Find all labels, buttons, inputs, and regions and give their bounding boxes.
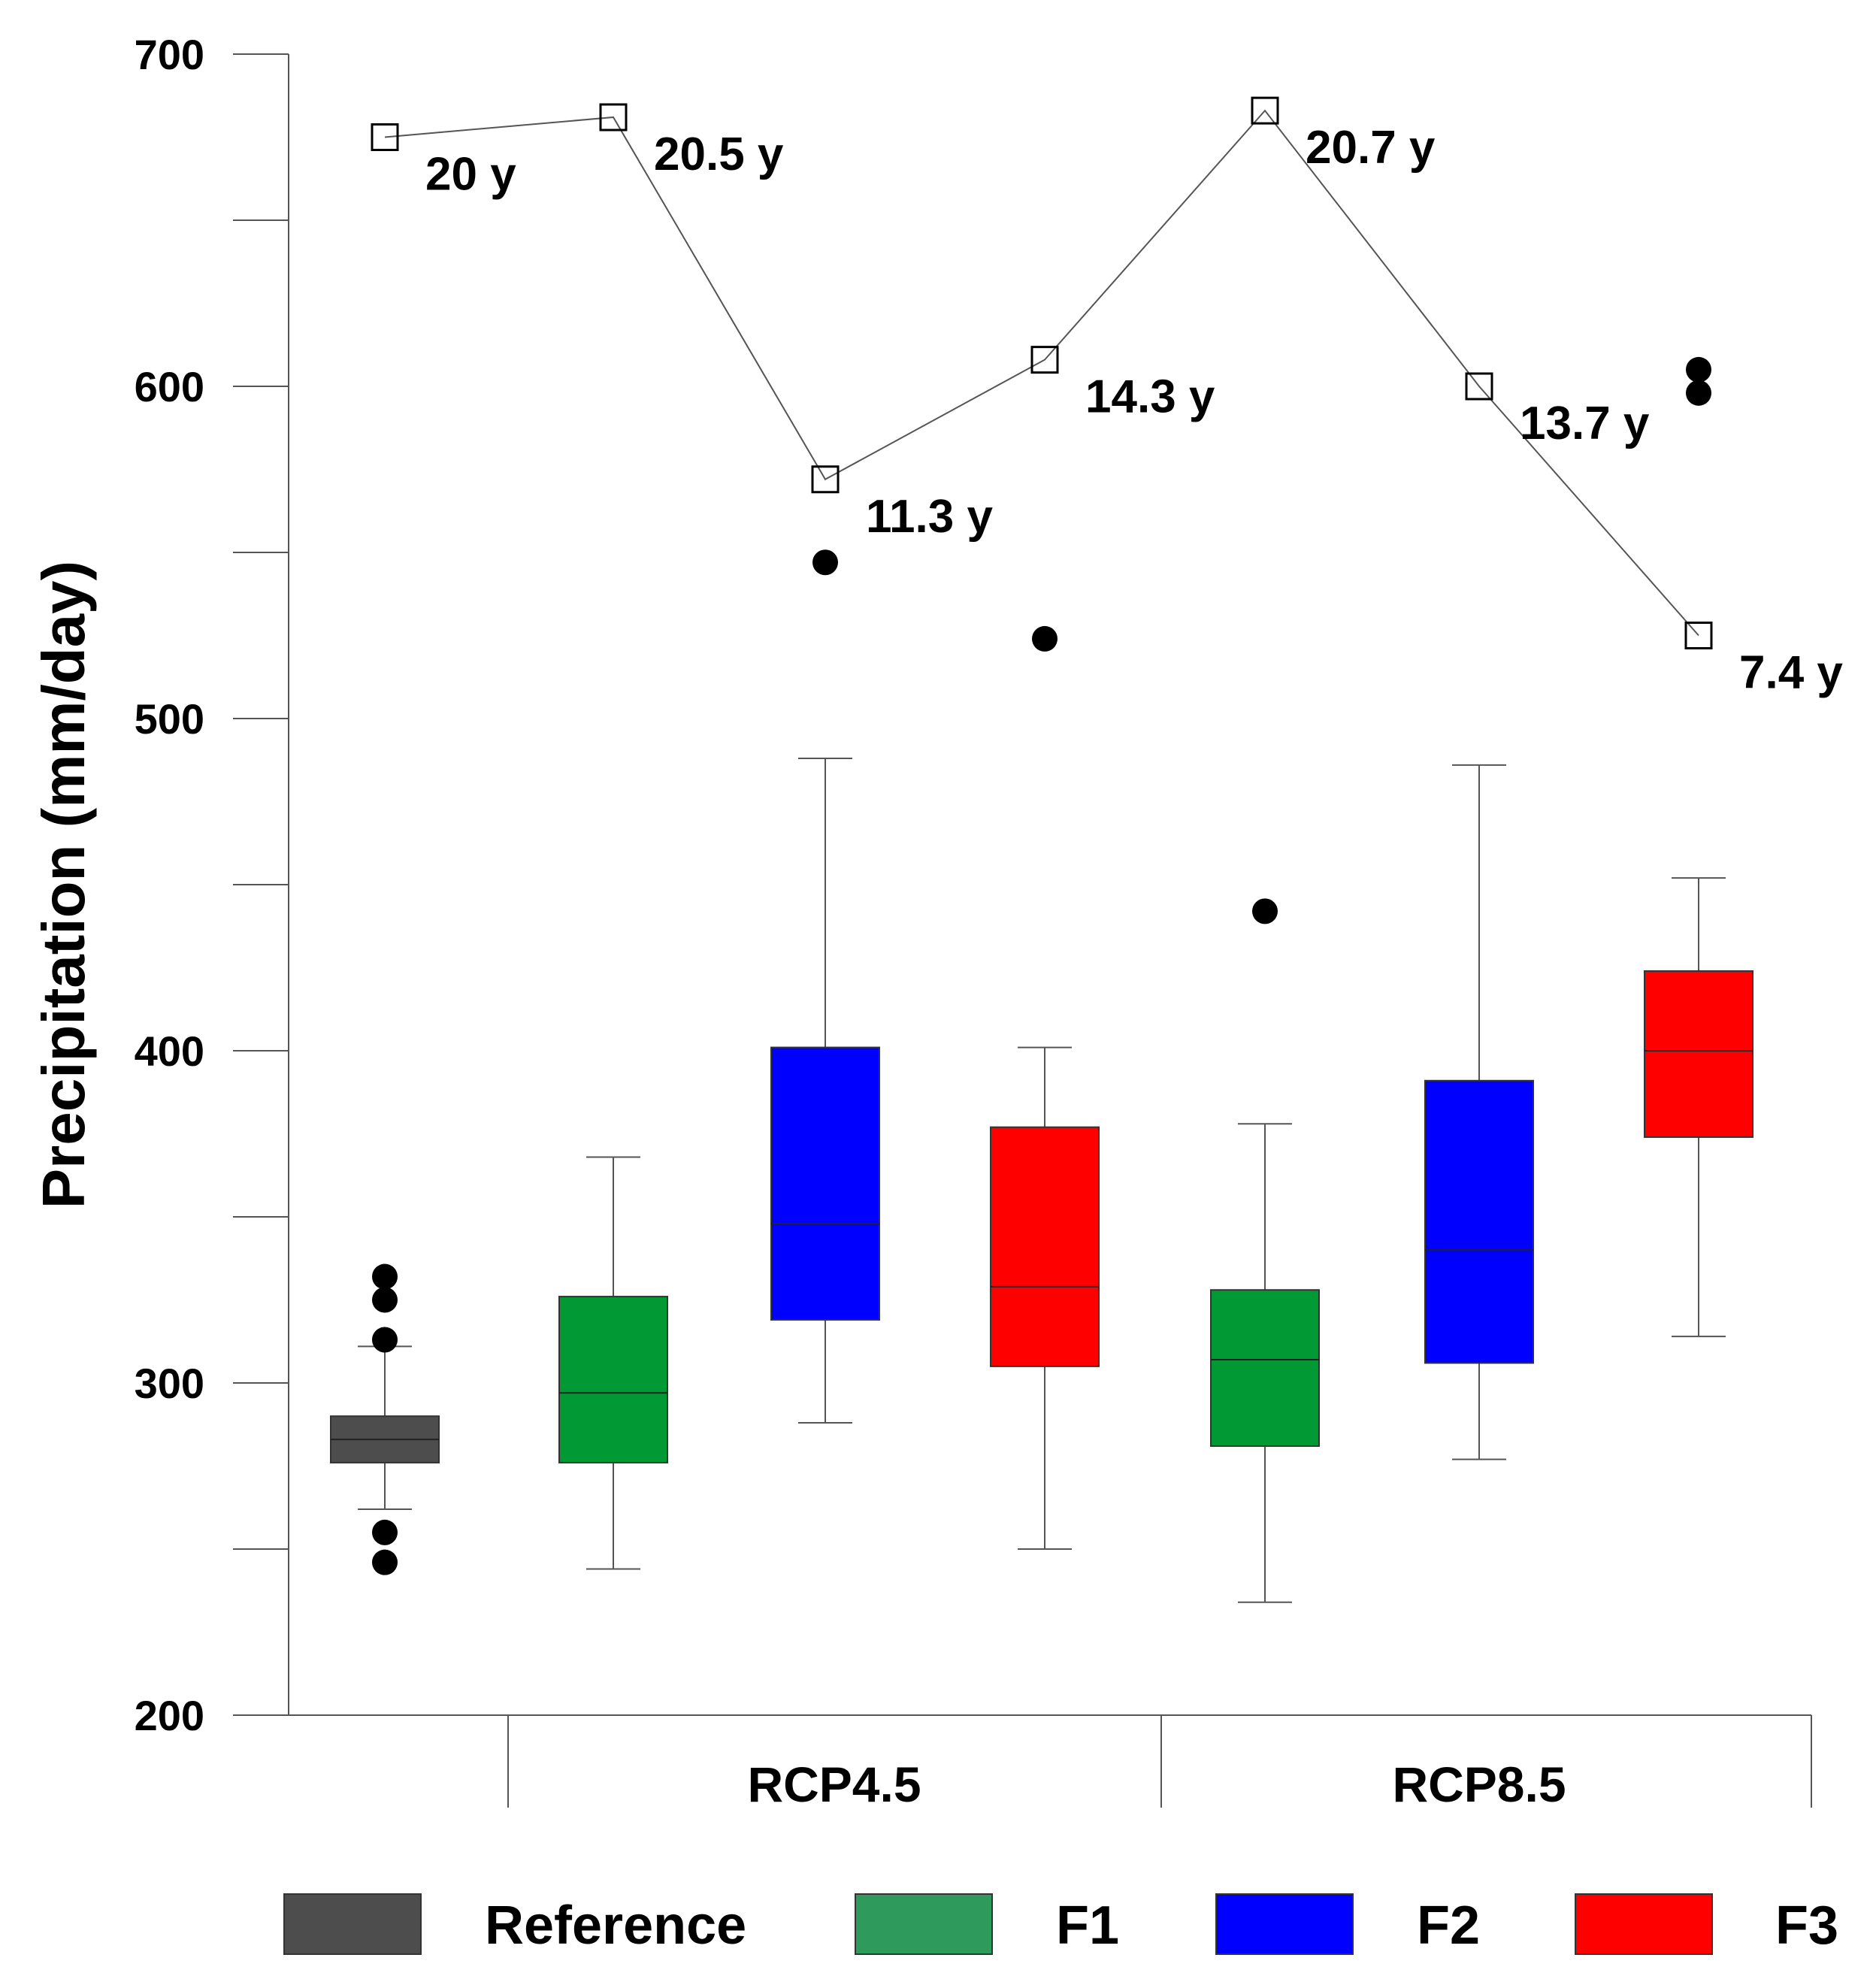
return-period-line <box>384 109 1699 637</box>
box-rcp45-f3 <box>990 625 1100 1550</box>
legend-swatch <box>1215 1893 1354 1955</box>
legend-swatch <box>1575 1893 1713 1955</box>
legend-label: F3 <box>1775 1896 1838 1956</box>
legend-label: F2 <box>1417 1896 1480 1956</box>
y-tick-label: 700 <box>135 31 204 78</box>
return-period-label: 13.7 y <box>1520 398 1650 449</box>
return-period-marker <box>599 103 628 132</box>
boxes <box>330 356 1753 1603</box>
outlier-point <box>372 1519 398 1545</box>
legend-label: F1 <box>1056 1896 1119 1956</box>
legend-swatch <box>855 1893 993 1955</box>
box-body <box>1424 1079 1534 1364</box>
return-period-series: 20 y 20.5 y 11.3 y 14.3 y 20.7 y 13.7 y 7.4 y <box>371 96 1843 699</box>
group-axis: RCP4.5 RCP8.5 <box>507 1715 1812 1812</box>
legend-item-f2: F2 <box>1215 1893 1480 1956</box>
return-period-marker <box>1030 346 1059 374</box>
legend-swatch <box>283 1893 422 1955</box>
box-rcp45-f1 <box>558 1156 668 1570</box>
outlier-point <box>1252 898 1278 924</box>
outlier-point <box>372 1287 398 1313</box>
box-body <box>990 1126 1100 1367</box>
return-period-label: 20.7 y <box>1306 122 1436 174</box>
return-period-marker <box>1251 96 1279 125</box>
return-period-label: 7.4 y <box>1739 647 1843 699</box>
return-period-label: 20 y <box>425 149 516 201</box>
legend-item-f3: F3 <box>1575 1893 1838 1956</box>
y-tick-label: 300 <box>135 1360 204 1407</box>
y-tick-label: 500 <box>135 695 204 743</box>
box-rcp85-f2 <box>1424 764 1534 1460</box>
group-label-rcp45: RCP4.5 <box>747 1757 921 1812</box>
legend: Reference F1 F2 F3 <box>283 1893 1838 1956</box>
group-label-rcp85: RCP8.5 <box>1392 1757 1566 1812</box>
box-reference <box>330 1263 440 1575</box>
return-period-marker <box>371 123 399 151</box>
return-period-label: 11.3 y <box>866 491 993 543</box>
box-body <box>1644 970 1753 1138</box>
outlier-point <box>1686 380 1711 406</box>
return-period-label: 14.3 y <box>1085 371 1215 423</box>
return-period-marker <box>811 465 840 494</box>
y-tick-label: 600 <box>135 363 204 410</box>
outlier-point <box>812 549 838 576</box>
legend-item-f1: F1 <box>855 1893 1119 1956</box>
return-period-marker <box>1684 622 1713 649</box>
box-rcp85-f3 <box>1644 356 1753 1338</box>
legend-label: Reference <box>485 1896 746 1956</box>
box-rcp85-f1 <box>1210 898 1320 1603</box>
legend-item-reference: Reference <box>283 1893 746 1956</box>
box-body <box>1210 1289 1320 1447</box>
outlier-point <box>372 1327 398 1353</box>
box-body <box>558 1296 668 1464</box>
outlier-point <box>372 1549 398 1575</box>
return-period-label: 20.5 y <box>654 129 784 180</box>
outlier-point <box>1686 356 1711 383</box>
y-axis-title: Precipitation (mm/day) <box>30 561 97 1209</box>
box-body <box>770 1046 880 1321</box>
axes: 200 300 400 500 600 700 Precipitation (mm/day) <box>30 31 1811 1739</box>
y-tick-label: 200 <box>135 1692 204 1739</box>
outlier-point <box>372 1263 398 1290</box>
box-rcp45-f2 <box>770 549 880 1424</box>
return-period-marker <box>1465 372 1493 401</box>
outlier-point <box>1032 625 1058 652</box>
y-tick-label: 400 <box>135 1027 204 1075</box>
